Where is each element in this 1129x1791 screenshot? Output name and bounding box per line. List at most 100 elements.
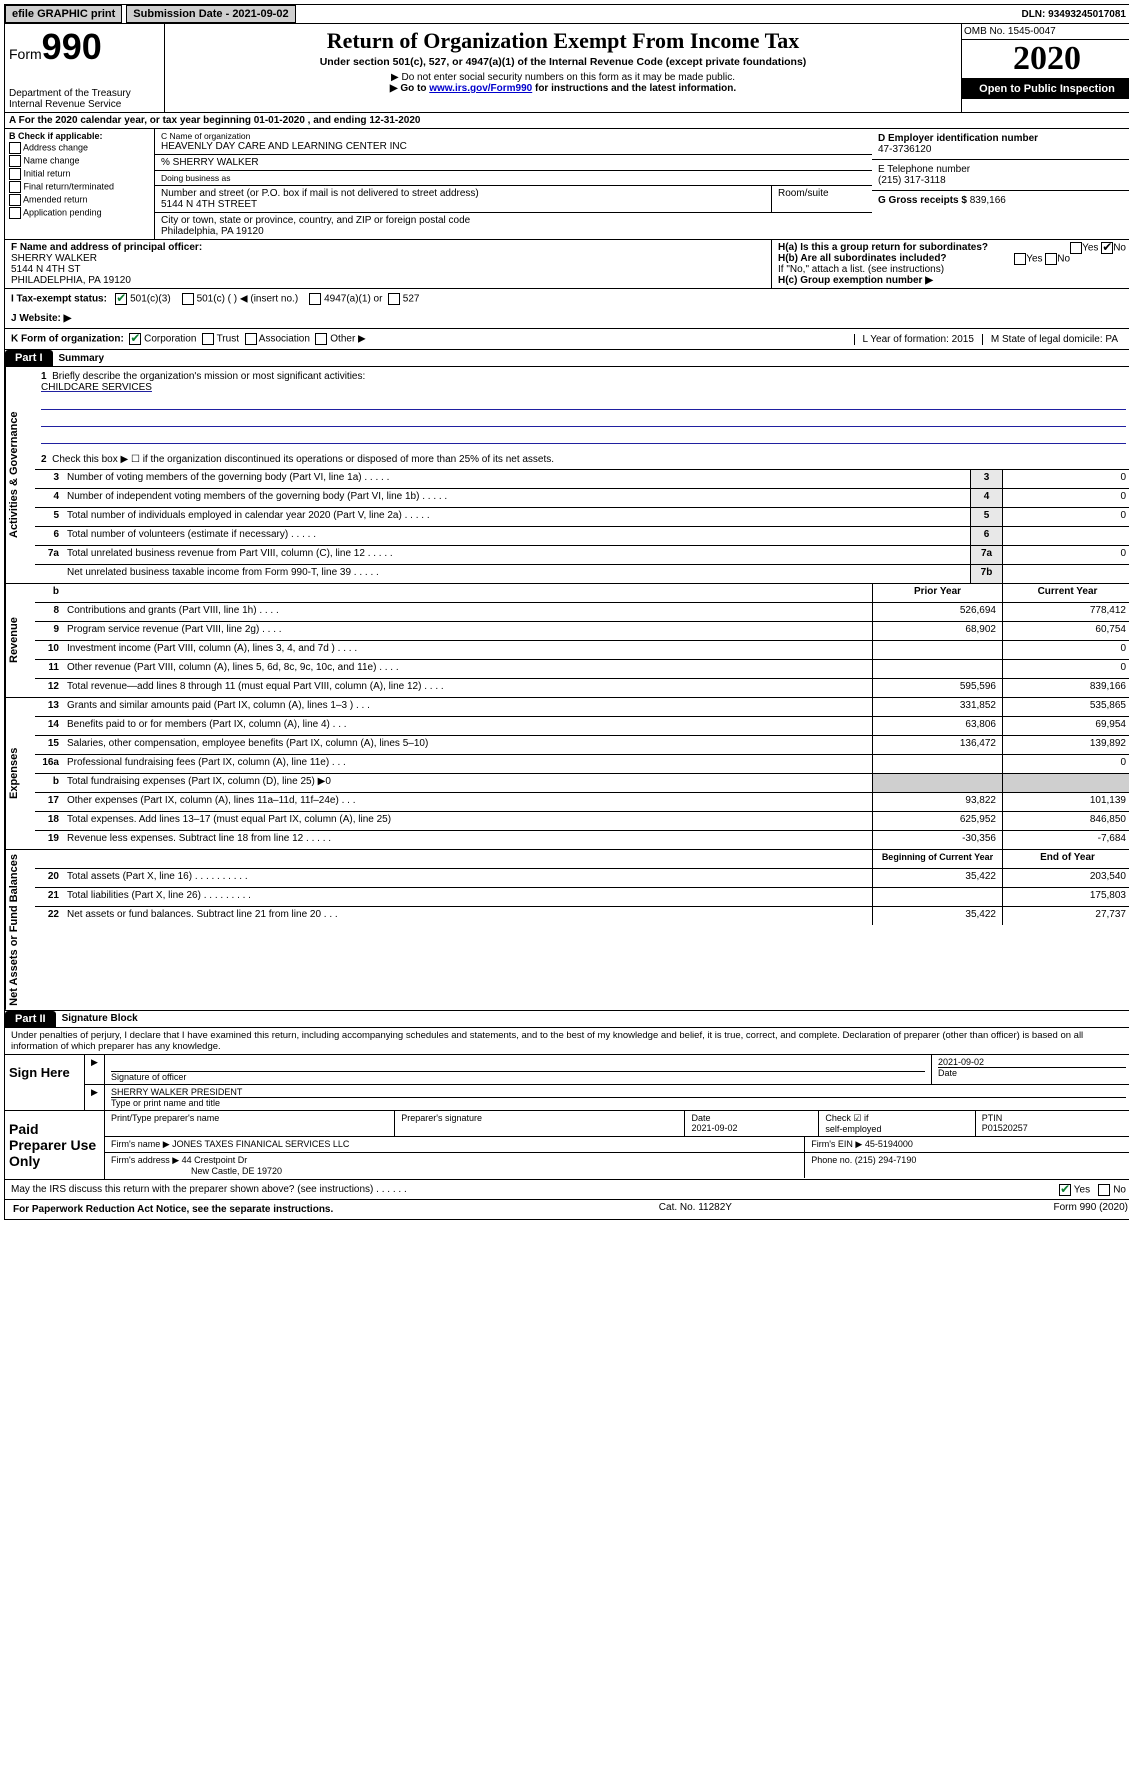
prep-date: 2021-09-02 xyxy=(691,1123,737,1133)
mission-text: CHILDCARE SERVICES xyxy=(41,382,1126,393)
instructions-link[interactable]: www.irs.gov/Form990 xyxy=(429,83,532,94)
table-row: 18Total expenses. Add lines 13–17 (must … xyxy=(35,811,1129,830)
table-row: 12Total revenue—add lines 8 through 11 (… xyxy=(35,678,1129,697)
chk-other[interactable] xyxy=(315,333,327,345)
chk-4947[interactable] xyxy=(309,293,321,305)
box-d-e-g: D Employer identification number 47-3736… xyxy=(872,129,1129,239)
efile-button[interactable]: efile GRAPHIC print xyxy=(5,5,122,23)
governance-table: Activities & Governance 1 Briefly descri… xyxy=(4,367,1129,584)
hb-yes[interactable] xyxy=(1014,253,1026,265)
vlabel-net: Net Assets or Fund Balances xyxy=(5,850,35,1010)
table-row: 10Investment income (Part VIII, column (… xyxy=(35,640,1129,659)
part-ii-header: Part II Signature Block xyxy=(4,1011,1129,1028)
chk-trust[interactable] xyxy=(202,333,214,345)
section-b-to-g: B Check if applicable: Address change Na… xyxy=(4,129,1129,240)
table-row: 3Number of voting members of the governi… xyxy=(35,469,1129,488)
discuss-no[interactable] xyxy=(1098,1184,1110,1196)
firm-phone: (215) 294-7190 xyxy=(855,1155,917,1165)
box-c: C Name of organization HEAVENLY DAY CARE… xyxy=(155,129,872,239)
table-row: bTotal fundraising expenses (Part IX, co… xyxy=(35,773,1129,792)
chk-527[interactable] xyxy=(388,293,400,305)
year-formation: L Year of formation: 2015 xyxy=(854,334,982,345)
table-row: 7aTotal unrelated business revenue from … xyxy=(35,545,1129,564)
row-a-tax-year: A For the 2020 calendar year, or tax yea… xyxy=(4,113,1129,129)
section-f-h: F Name and address of principal officer:… xyxy=(4,240,1129,289)
state-domicile: M State of legal domicile: PA xyxy=(982,334,1126,345)
expenses-table: Expenses 13Grants and similar amounts pa… xyxy=(4,698,1129,850)
perjury-statement: Under penalties of perjury, I declare th… xyxy=(4,1028,1129,1055)
firm-addr2: New Castle, DE 19720 xyxy=(191,1166,282,1176)
sig-arrow-icon-2: ▶ xyxy=(85,1085,105,1110)
care-of: % SHERRY WALKER xyxy=(161,157,866,168)
table-row: 22Net assets or fund balances. Subtract … xyxy=(35,906,1129,925)
vlabel-governance: Activities & Governance xyxy=(5,367,35,583)
col-prior-year: Prior Year xyxy=(872,584,1002,602)
table-row: Net unrelated business taxable income fr… xyxy=(35,564,1129,583)
chk-501c3[interactable] xyxy=(115,293,127,305)
revenue-table: Revenue b Prior Year Current Year 8Contr… xyxy=(4,584,1129,698)
ssn-note: ▶ Do not enter social security numbers o… xyxy=(169,72,957,83)
firm-name: JONES TAXES FINANICAL SERVICES LLC xyxy=(172,1139,349,1149)
table-row: 14Benefits paid to or for members (Part … xyxy=(35,716,1129,735)
row-j-website: J Website: ▶ xyxy=(4,309,1129,329)
firm-ein: 45-5194000 xyxy=(865,1139,913,1149)
table-row: 5Total number of individuals employed in… xyxy=(35,507,1129,526)
chk-address-change[interactable]: Address change xyxy=(9,142,150,154)
telephone-value: (215) 317-3118 xyxy=(878,175,1126,186)
hb-no[interactable] xyxy=(1045,253,1057,265)
signature-block: Sign Here ▶ Signature of officer 2021-09… xyxy=(4,1055,1129,1111)
ha-no[interactable] xyxy=(1101,242,1113,254)
discuss-row: May the IRS discuss this return with the… xyxy=(4,1180,1129,1200)
form-header: Form990 Department of the Treasury Inter… xyxy=(4,24,1129,113)
ptin-value: P01520257 xyxy=(982,1123,1028,1133)
table-row: 11Other revenue (Part VIII, column (A), … xyxy=(35,659,1129,678)
form-subtitle: Under section 501(c), 527, or 4947(a)(1)… xyxy=(169,56,957,68)
net-assets-table: Net Assets or Fund Balances Beginning of… xyxy=(4,850,1129,1011)
org-name: HEAVENLY DAY CARE AND LEARNING CENTER IN… xyxy=(161,141,866,152)
table-row: 6Total number of volunteers (estimate if… xyxy=(35,526,1129,545)
col-begin-year: Beginning of Current Year xyxy=(872,850,1002,868)
dept-label: Department of the Treasury Internal Reve… xyxy=(9,88,160,110)
tax-year: 2020 xyxy=(962,40,1129,79)
officer-sign-name: SHERRY WALKER PRESIDENT xyxy=(111,1087,1126,1098)
submission-date-button[interactable]: Submission Date - 2021-09-02 xyxy=(126,5,295,23)
open-public-badge: Open to Public Inspection xyxy=(962,79,1129,99)
gross-receipts-value: 839,166 xyxy=(970,195,1006,206)
officer-city: PHILADELPHIA, PA 19120 xyxy=(11,275,765,286)
table-row: 8Contributions and grants (Part VIII, li… xyxy=(35,602,1129,621)
top-bar: efile GRAPHIC print Submission Date - 20… xyxy=(4,4,1129,24)
vlabel-expenses: Expenses xyxy=(5,698,35,849)
row-k-form-org: K Form of organization: Corporation Trus… xyxy=(4,329,1129,350)
discuss-yes[interactable] xyxy=(1059,1184,1071,1196)
box-b: B Check if applicable: Address change Na… xyxy=(5,129,155,239)
table-row: 15Salaries, other compensation, employee… xyxy=(35,735,1129,754)
street-address: 5144 N 4TH STREET xyxy=(161,199,765,210)
row-i-tax-exempt: I Tax-exempt status: 501(c)(3) 501(c) ( … xyxy=(4,289,1129,309)
footer: For Paperwork Reduction Act Notice, see … xyxy=(4,1200,1129,1220)
chk-final-return[interactable]: Final return/terminated xyxy=(9,181,150,193)
sign-date: 2021-09-02 xyxy=(938,1057,1126,1068)
chk-name-change[interactable]: Name change xyxy=(9,155,150,167)
table-row: 9Program service revenue (Part VIII, lin… xyxy=(35,621,1129,640)
chk-corp[interactable] xyxy=(129,333,141,345)
table-row: 20Total assets (Part X, line 16) . . . .… xyxy=(35,868,1129,887)
form-title: Return of Organization Exempt From Incom… xyxy=(169,28,957,54)
table-row: 4Number of independent voting members of… xyxy=(35,488,1129,507)
chk-amended[interactable]: Amended return xyxy=(9,194,150,206)
chk-assoc[interactable] xyxy=(245,333,257,345)
dln-label: DLN: 93493245017081 xyxy=(1015,7,1129,22)
city-state-zip: Philadelphia, PA 19120 xyxy=(161,226,866,237)
officer-addr: 5144 N 4TH ST xyxy=(11,264,765,275)
col-end-year: End of Year xyxy=(1002,850,1129,868)
table-row: 17Other expenses (Part IX, column (A), l… xyxy=(35,792,1129,811)
firm-addr1: 44 Crestpoint Dr xyxy=(182,1155,248,1165)
col-current-year: Current Year xyxy=(1002,584,1129,602)
chk-initial-return[interactable]: Initial return xyxy=(9,168,150,180)
instructions-note: ▶ Go to www.irs.gov/Form990 for instruct… xyxy=(169,83,957,94)
ha-yes[interactable] xyxy=(1070,242,1082,254)
part-i-header: Part I Summary xyxy=(4,350,1129,367)
chk-app-pending[interactable]: Application pending xyxy=(9,207,150,219)
table-row: 13Grants and similar amounts paid (Part … xyxy=(35,698,1129,716)
chk-501c[interactable] xyxy=(182,293,194,305)
table-row: 19Revenue less expenses. Subtract line 1… xyxy=(35,830,1129,849)
